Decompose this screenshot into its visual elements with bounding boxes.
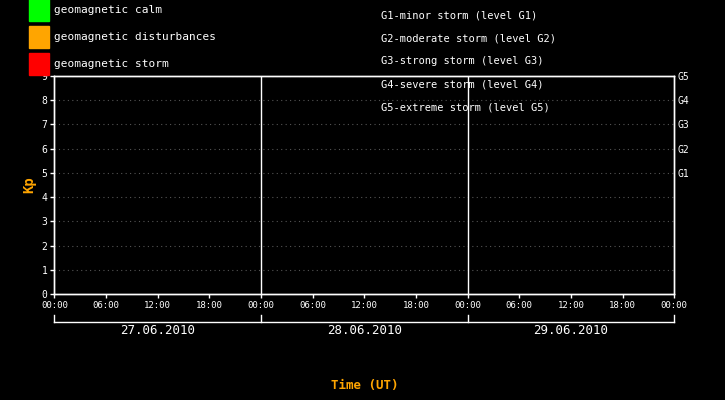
Text: geomagnetic calm: geomagnetic calm: [54, 5, 162, 15]
Text: G3-strong storm (level G3): G3-strong storm (level G3): [381, 56, 543, 66]
Text: 28.06.2010: 28.06.2010: [327, 324, 402, 337]
Text: Time (UT): Time (UT): [331, 379, 398, 392]
Text: G1-minor storm (level G1): G1-minor storm (level G1): [381, 10, 537, 20]
Text: G2-moderate storm (level G2): G2-moderate storm (level G2): [381, 33, 555, 43]
Text: G5-extreme storm (level G5): G5-extreme storm (level G5): [381, 103, 550, 113]
Text: geomagnetic disturbances: geomagnetic disturbances: [54, 32, 216, 42]
Text: geomagnetic storm: geomagnetic storm: [54, 60, 169, 70]
Text: G4-severe storm (level G4): G4-severe storm (level G4): [381, 80, 543, 90]
Y-axis label: Kp: Kp: [22, 177, 36, 193]
Text: 29.06.2010: 29.06.2010: [534, 324, 608, 337]
Text: 27.06.2010: 27.06.2010: [120, 324, 195, 337]
